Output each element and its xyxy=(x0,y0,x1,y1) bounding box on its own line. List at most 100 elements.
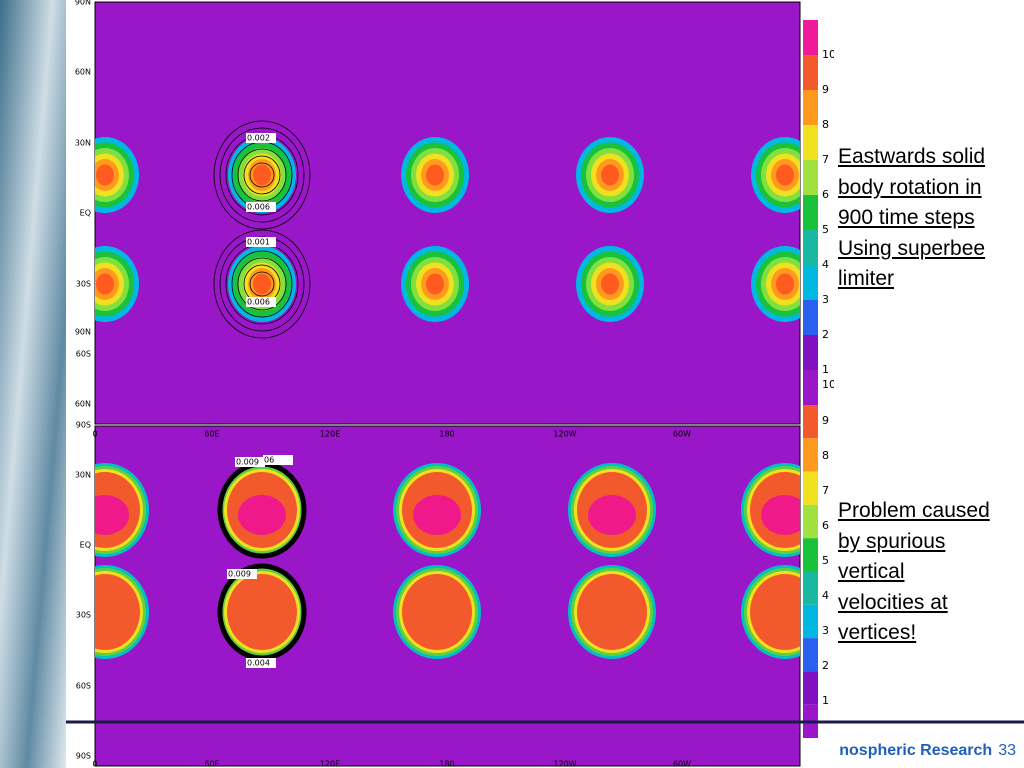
page-number: 33 xyxy=(998,742,1016,759)
contour-label-box xyxy=(246,133,276,143)
field-core xyxy=(238,495,286,535)
colorbar-labels: 10 9 8 7 6 5 4 3 2 1 10 9 8 7 6 5 4 3 2 1 xyxy=(822,48,836,707)
contour-label-box xyxy=(246,237,276,247)
colorbar-segment xyxy=(803,335,818,370)
contour xyxy=(249,162,275,188)
colorbar-top xyxy=(803,20,818,405)
y-tick-label: 60S xyxy=(76,682,91,691)
top-fields xyxy=(95,120,800,339)
x-tick-label: 120W xyxy=(553,430,576,439)
contour xyxy=(213,229,311,339)
field-ring xyxy=(227,574,297,650)
annotation-line: limiter xyxy=(838,267,894,290)
colorbar-segment xyxy=(803,230,818,265)
y-tick-label: 60S xyxy=(76,350,91,359)
contour-label: 0.006 xyxy=(247,203,270,212)
sky-strip xyxy=(0,0,66,768)
field-ring xyxy=(402,574,472,650)
contour-label-box xyxy=(246,202,276,212)
contour-label-box xyxy=(263,455,293,465)
x-tick-label: 60E xyxy=(204,430,219,439)
colorbar-segment xyxy=(803,405,818,439)
colorbar-label: 7 xyxy=(822,153,829,166)
field-ring xyxy=(253,273,271,295)
contour xyxy=(237,148,287,202)
contour xyxy=(213,120,311,230)
bottom-fields xyxy=(95,461,800,661)
colorbar-label: 4 xyxy=(822,589,829,602)
contour-label: 0.006 xyxy=(247,298,270,307)
colorbar-label: 9 xyxy=(822,83,829,96)
colorbar-segment xyxy=(803,504,818,539)
contour-label-box xyxy=(235,457,265,467)
x-tick-label: 120E xyxy=(320,430,340,439)
y-tick-label: 30S xyxy=(76,611,91,620)
colorbar-label: 6 xyxy=(822,519,829,532)
contour xyxy=(237,257,287,311)
colorbar-segment xyxy=(803,20,818,55)
footer-source: nospheric Research xyxy=(839,742,993,759)
y-tick-label: 90N xyxy=(75,328,91,337)
colorbar-label: 1 xyxy=(822,694,829,707)
colorbar-label: 1 xyxy=(822,363,829,376)
annotation-line: Problem caused xyxy=(838,499,990,522)
x-tick-label: 60E xyxy=(204,760,219,768)
annotation-line: vertical xyxy=(838,560,905,583)
colorbar-segment xyxy=(803,438,818,472)
colorbar-segment xyxy=(803,265,818,300)
y-tick-label: EQ xyxy=(80,541,91,550)
x-tick-label: 0 xyxy=(92,430,97,439)
annotation-line: 900 time steps xyxy=(838,206,975,229)
annotation-line: body rotation in xyxy=(838,175,982,199)
annotation: Problem caused by spurious vertical velocit… xyxy=(838,496,990,649)
field-ring xyxy=(426,164,444,186)
field-core xyxy=(588,495,636,535)
x-tick-label: 180 xyxy=(439,430,454,439)
colorbar-label: 2 xyxy=(822,328,829,341)
colorbar-label: 9 xyxy=(822,414,829,427)
colorbar-bottom xyxy=(803,405,818,738)
contour-label: 0.004 xyxy=(247,659,270,668)
field-ring xyxy=(95,574,140,650)
annotation-line: velocities at xyxy=(838,590,948,614)
colorbar-label: 8 xyxy=(822,449,829,462)
colorbar-segment xyxy=(803,90,818,125)
x-tick-label: 180 xyxy=(439,760,454,768)
field-core xyxy=(761,495,800,535)
y-tick-label: 30S xyxy=(76,280,91,289)
footer: nospheric Research 33 xyxy=(839,742,1016,760)
colorbar-label: 5 xyxy=(822,554,829,567)
colorbar-label: 3 xyxy=(822,293,829,306)
colorbar-label: 3 xyxy=(822,624,829,637)
contour-label: 0.009 xyxy=(236,458,259,467)
contour-label: 0.001 xyxy=(247,238,270,247)
colorbar-segment xyxy=(803,638,818,672)
colorbar-label: 7 xyxy=(822,484,829,497)
y-tick-label: 30N xyxy=(75,139,91,148)
colorbar-segment xyxy=(803,571,818,605)
annotation: Eastwards solid body rotation in 900 time … xyxy=(838,142,985,295)
x-tick-label: 120W xyxy=(553,760,576,768)
x-tick-label: 60W xyxy=(673,430,691,439)
colorbar-label: 4 xyxy=(822,258,829,271)
field-ring xyxy=(776,164,794,186)
contour-label: 06 xyxy=(264,456,274,465)
y-tick-label: 90S xyxy=(76,421,91,430)
contour xyxy=(231,250,293,318)
colorbar-segment xyxy=(803,300,818,335)
contour xyxy=(219,127,305,223)
y-tick-label: 60N xyxy=(75,400,91,409)
contour-label-box xyxy=(246,658,276,668)
colorbar-segment xyxy=(803,195,818,230)
annotation-line: vertices! xyxy=(838,621,917,644)
colorbar-label: 6 xyxy=(822,188,829,201)
contour-label: 0.009 xyxy=(228,570,251,579)
colorbar-segment xyxy=(803,671,818,705)
field-ring xyxy=(253,164,271,186)
colorbar-label: 10 xyxy=(822,48,836,61)
colorbar-label: 5 xyxy=(822,223,829,236)
colorbar-segment xyxy=(803,125,818,160)
annotation-line: by spurious xyxy=(838,529,946,553)
